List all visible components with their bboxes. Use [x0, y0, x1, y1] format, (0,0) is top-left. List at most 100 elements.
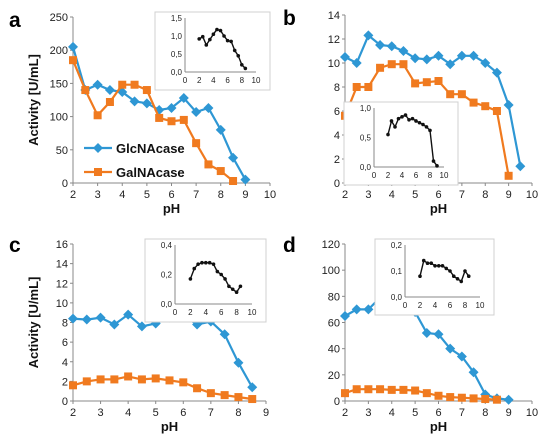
data-point — [179, 378, 188, 387]
data-point — [446, 393, 455, 402]
inset-y-tick-label: 0,4 — [161, 241, 173, 250]
inset-point — [400, 115, 404, 119]
data-point — [96, 375, 105, 384]
inset-x-tick-label: 8 — [234, 308, 239, 317]
y-tick-label: 100 — [50, 112, 68, 124]
data-point — [504, 171, 513, 180]
x-tick-label: 10 — [526, 407, 538, 419]
data-point — [491, 67, 502, 78]
legend-marker — [93, 143, 103, 153]
y-tick-label: 50 — [56, 145, 68, 157]
inset-point — [215, 27, 219, 32]
data-point — [411, 79, 420, 88]
series-glcnacase — [68, 41, 251, 185]
y-tick-label: 6 — [334, 106, 340, 118]
data-point — [421, 54, 432, 65]
panel-label: a — [9, 9, 21, 32]
inset-point — [200, 260, 204, 265]
x-tick-label: 5 — [153, 407, 159, 419]
inset-point — [215, 269, 220, 274]
inset-x-tick-label: 2 — [188, 308, 193, 317]
x-axis-label: pH — [163, 201, 180, 216]
x-tick-label: 6 — [168, 189, 174, 201]
y-tick-label: 0 — [62, 178, 68, 190]
data-point — [480, 58, 491, 68]
legend-entry-glcnacase: GlcNAcase — [84, 141, 185, 156]
inset-point — [451, 274, 456, 279]
data-point — [399, 60, 408, 69]
data-point — [387, 385, 396, 394]
data-point — [364, 385, 373, 394]
inset-y-tick-label: 0,2 — [391, 241, 403, 250]
inset-y-tick-label: 0,0 — [391, 293, 403, 302]
y-axis-label: Activity [U/mL] — [26, 54, 41, 146]
inset-point — [431, 159, 436, 163]
inset-point — [197, 37, 201, 41]
inset-point — [211, 32, 216, 36]
legend-label: GalNAcase — [116, 165, 185, 180]
data-point — [399, 385, 408, 394]
inset-point — [396, 116, 401, 121]
inset-point — [227, 284, 231, 289]
y-tick-label: 4 — [334, 130, 340, 142]
x-tick-label: 3 — [365, 189, 371, 201]
data-point — [229, 177, 238, 186]
data-point — [433, 329, 444, 340]
inset-x-tick-label: 4 — [400, 171, 405, 180]
y-tick-label: 16 — [56, 239, 68, 251]
data-point — [167, 117, 176, 126]
inset-point — [428, 128, 432, 133]
x-tick-label: 7 — [459, 407, 465, 419]
inset-frame — [374, 238, 495, 316]
inset-y-tick-label: 0,5 — [171, 50, 183, 59]
inset-y-tick-label: 0,0 — [161, 300, 173, 309]
inset-x-tick-label: 6 — [414, 171, 419, 180]
y-tick-label: 12 — [328, 34, 340, 46]
data-point — [364, 83, 373, 91]
data-point — [155, 113, 164, 122]
x-axis-label: pH — [430, 419, 447, 434]
data-point — [457, 90, 466, 99]
inset-point — [192, 266, 197, 271]
x-tick-label: 9 — [263, 407, 269, 419]
inset-point — [218, 28, 223, 33]
x-tick-label: 8 — [235, 407, 241, 419]
data-point — [503, 100, 514, 110]
inset-point — [407, 118, 411, 122]
inset-x-tick-label: 4 — [433, 301, 438, 310]
data-point — [118, 80, 127, 89]
inset-point — [243, 66, 248, 71]
inset-x-tick-label: 0 — [183, 76, 188, 85]
x-tick-label: 6 — [435, 407, 441, 419]
data-point — [130, 80, 139, 89]
data-point — [445, 59, 456, 70]
data-point — [433, 50, 444, 61]
inset-point — [459, 279, 464, 284]
inset-point — [222, 34, 226, 38]
data-point — [192, 139, 201, 148]
inset-point — [223, 277, 227, 281]
y-tick-label: 6 — [62, 337, 68, 349]
x-tick-label: 7 — [193, 189, 199, 201]
data-point — [434, 391, 443, 400]
inset-y-tick-label: 0,2 — [161, 271, 173, 280]
legend-entry-galnacase: GalNAcase — [84, 165, 185, 180]
data-point — [179, 115, 188, 124]
data-point — [216, 167, 225, 176]
x-tick-label: 5 — [412, 407, 418, 419]
data-point — [228, 152, 239, 163]
data-point — [468, 50, 479, 61]
inset-x-tick-label: 10 — [476, 301, 485, 310]
data-point — [247, 382, 258, 393]
inset-point — [240, 63, 244, 67]
y-tick-label: 0 — [334, 396, 340, 408]
inset-x-tick-label: 8 — [428, 171, 433, 180]
data-point — [215, 124, 226, 135]
x-tick-label: 7 — [208, 407, 214, 419]
inset-point — [230, 287, 235, 292]
data-point — [142, 86, 151, 95]
y-tick-label: 2 — [62, 376, 68, 388]
x-tick-label: 10 — [526, 189, 538, 201]
inset-x-tick-label: 4 — [204, 308, 209, 317]
data-point — [481, 395, 490, 404]
